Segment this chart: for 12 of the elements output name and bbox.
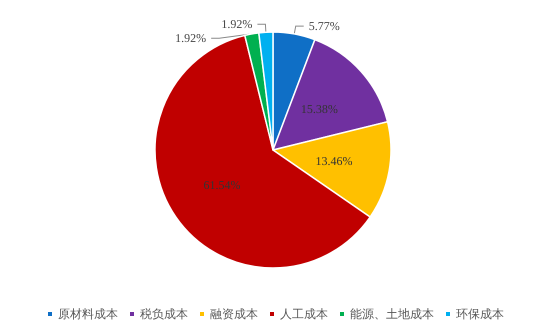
legend-label: 税负成本 <box>140 307 188 321</box>
legend-label: 环保成本 <box>456 307 504 321</box>
legend-label: 融资成本 <box>210 307 258 321</box>
data-label: 13.46% <box>315 154 352 168</box>
data-label: 61.54% <box>203 178 240 192</box>
legend-label: 能源、土地成本 <box>350 307 434 321</box>
data-label: 1.92% <box>175 31 206 46</box>
legend-label: 人工成本 <box>280 307 328 321</box>
legend-label: 原材料成本 <box>58 307 118 321</box>
data-label: 15.38% <box>300 102 338 116</box>
data-label: 5.77% <box>308 19 340 34</box>
data-label: 1.92% <box>221 17 252 32</box>
